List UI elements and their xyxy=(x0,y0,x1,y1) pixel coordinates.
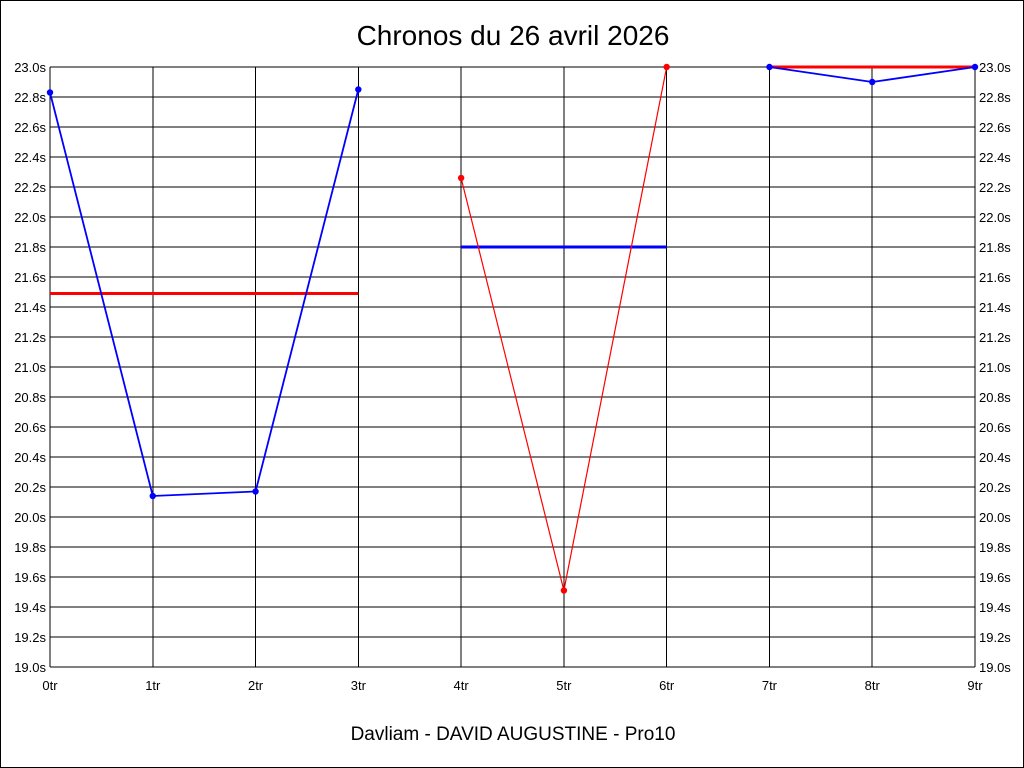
y-tick-label-right: 19.6s xyxy=(979,570,1011,585)
data-point xyxy=(766,63,773,71)
y-tick-label-left: 19.8s xyxy=(14,540,46,555)
y-tick-label-left: 21.2s xyxy=(14,330,46,345)
average-lines xyxy=(50,65,975,295)
y-tick-label-right: 20.6s xyxy=(979,420,1011,435)
y-tick-label-left: 22.0s xyxy=(14,210,46,225)
y-tick-label-right: 22.2s xyxy=(979,180,1011,195)
data-point xyxy=(663,63,670,71)
y-tick-label-left: 19.0s xyxy=(14,660,46,675)
y-tick-label-right: 20.0s xyxy=(979,510,1011,525)
data-points xyxy=(46,63,979,594)
y-tick-label-right: 22.4s xyxy=(979,150,1011,165)
y-tick-label-left: 19.4s xyxy=(14,600,46,615)
x-tick-label: 2tr xyxy=(248,678,264,693)
y-tick-label-left: 20.6s xyxy=(14,420,46,435)
y-tick-label-right: 22.8s xyxy=(979,90,1011,105)
y-tick-label-right: 19.4s xyxy=(979,600,1011,615)
y-tick-label-right: 20.4s xyxy=(979,450,1011,465)
x-tick-label: 0tr xyxy=(42,678,58,693)
y-tick-label-right: 23.0s xyxy=(979,60,1011,75)
y-tick-label-left: 20.4s xyxy=(14,450,46,465)
y-tick-label-right: 21.4s xyxy=(979,300,1011,315)
data-point xyxy=(560,587,568,594)
data-point xyxy=(971,63,979,71)
y-tick-label-left: 22.6s xyxy=(14,120,46,135)
chart-footer: Davliam - DAVID AUGUSTINE - Pro10 xyxy=(351,724,676,745)
y-tick-label-left: 22.2s xyxy=(14,180,46,195)
x-tick-label: 3tr xyxy=(351,678,367,693)
y-tick-label-right: 19.2s xyxy=(979,630,1011,645)
data-point xyxy=(46,89,54,96)
data-point xyxy=(355,86,362,93)
y-tick-label-left: 20.2s xyxy=(14,480,46,495)
y-tick-label-left: 22.4s xyxy=(14,150,46,165)
chart-title: Chronos du 26 avril 2026 xyxy=(357,20,670,51)
data-point xyxy=(149,492,156,500)
y-tick-label-right: 19.8s xyxy=(979,540,1011,555)
x-tick-label: 4tr xyxy=(454,678,470,693)
series-lines xyxy=(49,66,976,591)
y-tick-label-left: 21.6s xyxy=(14,270,46,285)
y-tick-label-left: 19.2s xyxy=(14,630,46,645)
y-tick-label-right: 19.0s xyxy=(979,660,1011,675)
y-tick-label-left: 20.0s xyxy=(14,510,46,525)
tick-labels: 19.0s 19.0s 19.2s 19.2s 19.4s 19.4s 19.6s 19.6s… xyxy=(14,60,1011,693)
data-point xyxy=(869,78,876,86)
y-tick-label-right: 22.6s xyxy=(979,120,1011,135)
grid-lines xyxy=(49,66,976,668)
data-point xyxy=(252,488,259,495)
y-tick-label-left: 20.8s xyxy=(14,390,46,405)
y-tick-label-right: 21.2s xyxy=(979,330,1011,345)
data-point xyxy=(457,174,465,182)
y-tick-label-right: 21.8s xyxy=(979,240,1011,255)
x-tick-label: 1tr xyxy=(145,678,161,693)
y-tick-label-right: 20.8s xyxy=(979,390,1011,405)
y-tick-label-right: 21.0s xyxy=(979,360,1011,375)
y-tick-label-right: 22.0s xyxy=(979,210,1011,225)
series-line-1 xyxy=(49,89,360,497)
y-tick-label-left: 22.8s xyxy=(14,90,46,105)
y-tick-label-left: 21.0s xyxy=(14,360,46,375)
x-tick-label: 9tr xyxy=(967,678,983,693)
y-tick-label-left: 23.0s xyxy=(14,60,46,75)
y-tick-label-right: 21.6s xyxy=(979,270,1011,285)
y-tick-label-left: 21.4s xyxy=(14,300,46,315)
y-tick-label-left: 21.8s xyxy=(14,240,46,255)
x-tick-label: 8tr xyxy=(865,678,881,693)
x-tick-label: 5tr xyxy=(556,678,572,693)
y-tick-label-left: 19.6s xyxy=(14,570,46,585)
x-tick-label: 7tr xyxy=(762,678,778,693)
y-tick-label-right: 20.2s xyxy=(979,480,1011,495)
x-tick-label: 6tr xyxy=(659,678,675,693)
